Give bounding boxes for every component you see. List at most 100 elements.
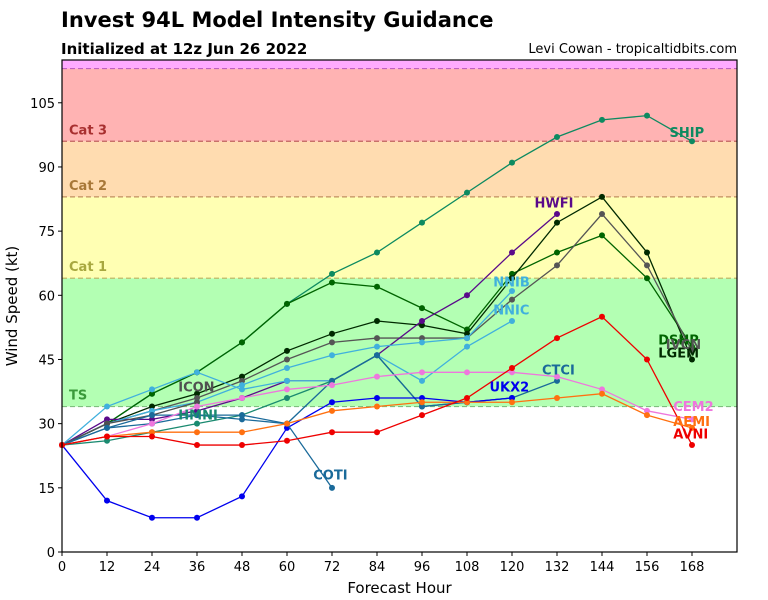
x-tick-label: 96: [414, 560, 431, 575]
data-point: [554, 249, 560, 256]
series-label: AVNI: [673, 428, 708, 443]
data-point: [509, 399, 515, 406]
series-label: LGEM: [658, 346, 699, 361]
data-point: [689, 356, 695, 363]
y-axis-ticks: 0 15 30 45 60 75 90 105: [30, 97, 62, 561]
data-point: [194, 407, 200, 414]
x-axis-label: Forecast Hour: [347, 579, 452, 597]
data-point: [599, 390, 605, 397]
data-point: [284, 356, 290, 363]
data-point: [149, 403, 155, 410]
data-point: [599, 386, 605, 393]
data-point: [689, 347, 695, 354]
data-point: [599, 116, 605, 123]
band-label: TS: [69, 389, 87, 404]
data-point: [194, 399, 200, 406]
data-point: [104, 420, 110, 427]
data-point: [329, 407, 335, 414]
data-point: [194, 442, 200, 449]
data-point: [689, 424, 695, 431]
data-point: [284, 347, 290, 354]
series-cem2: [59, 369, 695, 449]
data-point: [194, 420, 200, 427]
y-tick-label: 75: [38, 225, 55, 240]
data-point: [194, 429, 200, 436]
chart-subtitle: Initialized at 12z Jun 26 2022: [61, 40, 308, 58]
series-label: DSHP: [658, 334, 699, 349]
data-point: [149, 386, 155, 393]
series-label: UKX2: [490, 381, 530, 396]
data-point: [239, 412, 245, 419]
data-point: [374, 249, 380, 256]
data-point: [329, 429, 335, 436]
data-point: [239, 382, 245, 389]
data-point: [329, 377, 335, 384]
data-point: [554, 134, 560, 141]
data-point: [464, 399, 470, 406]
band-ts: [62, 278, 737, 407]
data-point: [329, 382, 335, 389]
data-point: [329, 330, 335, 337]
data-point: [374, 394, 380, 401]
data-point: [554, 219, 560, 226]
data-point: [194, 514, 200, 521]
series-label: IVCN: [666, 338, 701, 353]
x-tick-label: 132: [545, 560, 570, 575]
data-point: [464, 292, 470, 299]
band-cat4: [62, 60, 737, 69]
series-label: ICON: [178, 381, 214, 396]
data-point: [644, 112, 650, 119]
data-point: [509, 369, 515, 376]
x-tick-label: 156: [635, 560, 660, 575]
data-point: [554, 373, 560, 380]
data-point: [104, 403, 110, 410]
data-point: [554, 394, 560, 401]
band-label: Cat 2: [69, 179, 107, 194]
data-point: [554, 211, 560, 218]
y-tick-label: 45: [38, 353, 55, 368]
y-tick-label: 30: [38, 418, 55, 433]
series-label: COTI: [313, 468, 347, 483]
data-point: [644, 275, 650, 282]
data-point: [509, 317, 515, 324]
series-aemi: [59, 390, 695, 449]
data-point: [329, 352, 335, 359]
data-point: [599, 193, 605, 200]
band-label: Cat 1: [69, 260, 107, 275]
data-point: [104, 424, 110, 431]
data-point: [329, 339, 335, 346]
data-point: [149, 514, 155, 521]
data-point: [194, 394, 200, 401]
band-cat-2: [62, 141, 737, 197]
x-tick-label: 168: [680, 560, 705, 575]
data-point: [284, 437, 290, 444]
plot-frame: [61, 59, 738, 553]
y-tick-label: 90: [38, 161, 55, 176]
x-tick-label: 36: [189, 560, 206, 575]
data-point: [419, 305, 425, 312]
data-point: [329, 270, 335, 277]
data-point: [374, 373, 380, 380]
data-point: [194, 403, 200, 410]
x-tick-label: 120: [500, 560, 525, 575]
series-line: [61, 397, 513, 519]
y-axis-label: Wind Speed (kt): [3, 246, 21, 367]
data-point: [419, 335, 425, 342]
data-point: [329, 484, 335, 491]
series-line: [61, 401, 198, 446]
data-point: [464, 335, 470, 342]
data-point: [374, 317, 380, 324]
data-point: [104, 416, 110, 423]
data-point: [419, 219, 425, 226]
data-point: [419, 339, 425, 346]
data-point: [194, 369, 200, 376]
data-point: [374, 352, 380, 359]
data-point: [419, 322, 425, 329]
data-point: [149, 433, 155, 440]
chart-credit: Levi Cowan - tropicaltidbits.com: [528, 42, 737, 57]
data-point: [149, 390, 155, 397]
data-point: [284, 420, 290, 427]
data-point: [509, 365, 515, 372]
data-point: [464, 330, 470, 337]
data-point: [239, 493, 245, 500]
